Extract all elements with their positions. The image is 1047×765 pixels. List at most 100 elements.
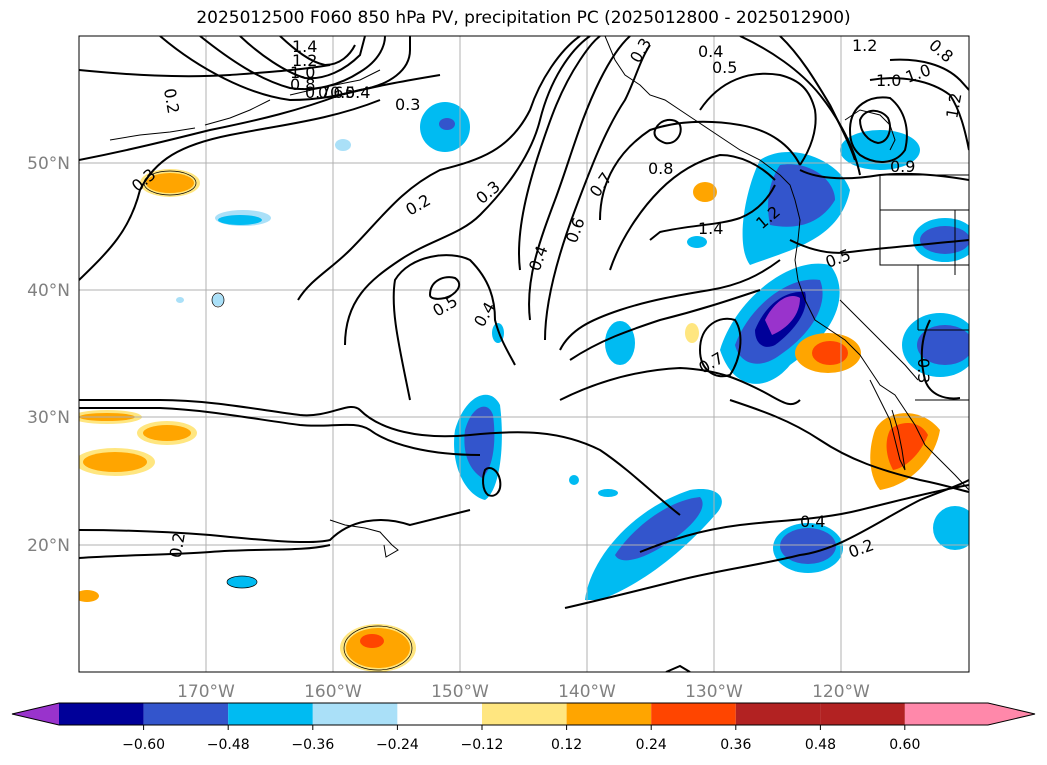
neg-precip-patch: [687, 236, 707, 248]
lon-label-160w: 160°W: [304, 682, 362, 702]
pv-contour: [239, 36, 366, 80]
colorbar-extend-low: [12, 703, 59, 725]
colorbar-tick-label: −0.60: [122, 737, 165, 753]
contour-label: 0.3: [914, 358, 933, 383]
pv-contour: [528, 36, 631, 321]
pv-contour: [428, 276, 461, 300]
pv-contour: [559, 366, 801, 406]
pv-contour: [79, 64, 331, 78]
colorbar-outline: [11, 702, 1036, 726]
pos-precip-core: [886, 423, 928, 470]
pv-contour: [799, 169, 969, 181]
pos-precip-core: [346, 628, 410, 668]
map-area: 1.4 1.2 1.0 0.8 0.7 0.6 0.5 0.4 0.3 0.2 …: [78, 35, 970, 673]
contour-label: 0.3: [395, 95, 420, 114]
colorbar-segment: [482, 703, 567, 725]
pv-contour: [699, 72, 817, 166]
colorbar-tick-label: −0.12: [461, 737, 504, 753]
neg-precip-patch: [227, 576, 257, 588]
map-title: 2025012500 F060 850 hPa PV, precipitatio…: [196, 8, 851, 28]
neg-precip-patch: [933, 506, 969, 550]
hawaiian-islands: [329, 519, 399, 558]
neg-precip-max: [765, 296, 800, 335]
pv-contours: [79, 36, 969, 672]
contour-label: 0.5: [712, 58, 737, 77]
pos-precip-patch: [79, 590, 99, 602]
pv-contour: [889, 58, 969, 91]
contour-label: 1.2: [942, 91, 965, 119]
lat-label-20n: 20°N: [27, 536, 70, 556]
pv-contour: [920, 319, 961, 400]
contour-label: 0.2: [160, 87, 183, 115]
graticule: [79, 36, 969, 672]
pos-precip-core: [146, 173, 194, 193]
colorbar-ticks: [143, 725, 906, 730]
colorbar-segment: [397, 703, 482, 725]
colorbar-segment: [651, 703, 736, 725]
precip-outline: [143, 170, 197, 196]
colorbar-tick-label: 0.12: [551, 737, 582, 753]
colorbar-tick-label: −0.48: [207, 737, 250, 753]
pos-precip-patch: [685, 323, 699, 343]
contour-label: 1.2: [852, 36, 877, 55]
canada-coast: [844, 109, 896, 151]
neg-precip-patch: [176, 297, 184, 303]
colorbar-tick-label: 0.24: [636, 737, 667, 753]
pos-precip-core: [812, 341, 848, 365]
lon-label-170w: 170°W: [177, 682, 235, 702]
colorbar-tick-label: 0.60: [889, 737, 920, 753]
precip-outline: [343, 625, 413, 671]
contour-label: 0.8: [290, 75, 315, 94]
pv-contour: [344, 36, 591, 346]
pv-contour: [599, 120, 801, 221]
colorbar-segment: [566, 703, 652, 725]
pv-contour: [79, 99, 381, 281]
neg-precip-core: [439, 118, 455, 130]
lon-label-140w: 140°W: [558, 682, 616, 702]
contour-label: 0.9: [890, 157, 915, 176]
lon-label-150w: 150°W: [431, 682, 489, 702]
pv-contour: [858, 109, 891, 145]
colorbar-segment: [143, 703, 229, 725]
pv-contour: [779, 36, 856, 161]
pv-contour: [544, 44, 651, 341]
contour-label: 1.0: [290, 63, 315, 82]
pv-contour: [653, 118, 682, 145]
neg-precip-core: [780, 528, 836, 564]
contour-label: 1.0: [876, 71, 901, 90]
neg-precip-core: [218, 215, 262, 225]
neg-precip-patch: [598, 489, 618, 497]
contour-label: 1.4: [698, 219, 723, 238]
pv-contour: [518, 36, 601, 271]
colorbar-segment: [312, 703, 398, 725]
lat-label-50n: 50°N: [27, 154, 70, 174]
pv-contour: [79, 407, 481, 456]
pos-precip-max: [360, 634, 384, 648]
pv-contour: [609, 153, 776, 271]
pos-precip-core: [143, 425, 191, 441]
contour-label: 1.4: [292, 37, 317, 56]
neg-precip-core: [464, 406, 495, 478]
pv-contour: [297, 36, 581, 301]
ca-nv-border: [839, 299, 919, 381]
lat-tick-labels: 50°N 40°N 30°N 20°N: [27, 154, 70, 556]
pv-contour: [79, 509, 471, 544]
contour-label: 0.5: [330, 83, 355, 102]
pos-precip-patch: [693, 182, 717, 202]
lon-tick-labels: 170°W 160°W 150°W 140°W 130°W 120°W: [177, 682, 870, 702]
lon-label-130w: 130°W: [685, 682, 743, 702]
colorbar-extend-high: [904, 703, 1035, 725]
contour-label: 0.2: [166, 531, 189, 559]
pv-contour: [649, 184, 776, 241]
map-frame: [78, 35, 970, 673]
neg-precip-core: [920, 226, 969, 254]
pv-contour: [789, 239, 969, 254]
pv-contour: [79, 399, 681, 516]
pv-contour: [279, 36, 356, 67]
pv-contour: [392, 254, 516, 401]
lon-label-120w: 120°W: [812, 682, 870, 702]
contour-label: 0.6: [318, 83, 343, 102]
precip-outlines: [143, 170, 413, 671]
colorbar-tick-label: 0.48: [805, 737, 836, 753]
